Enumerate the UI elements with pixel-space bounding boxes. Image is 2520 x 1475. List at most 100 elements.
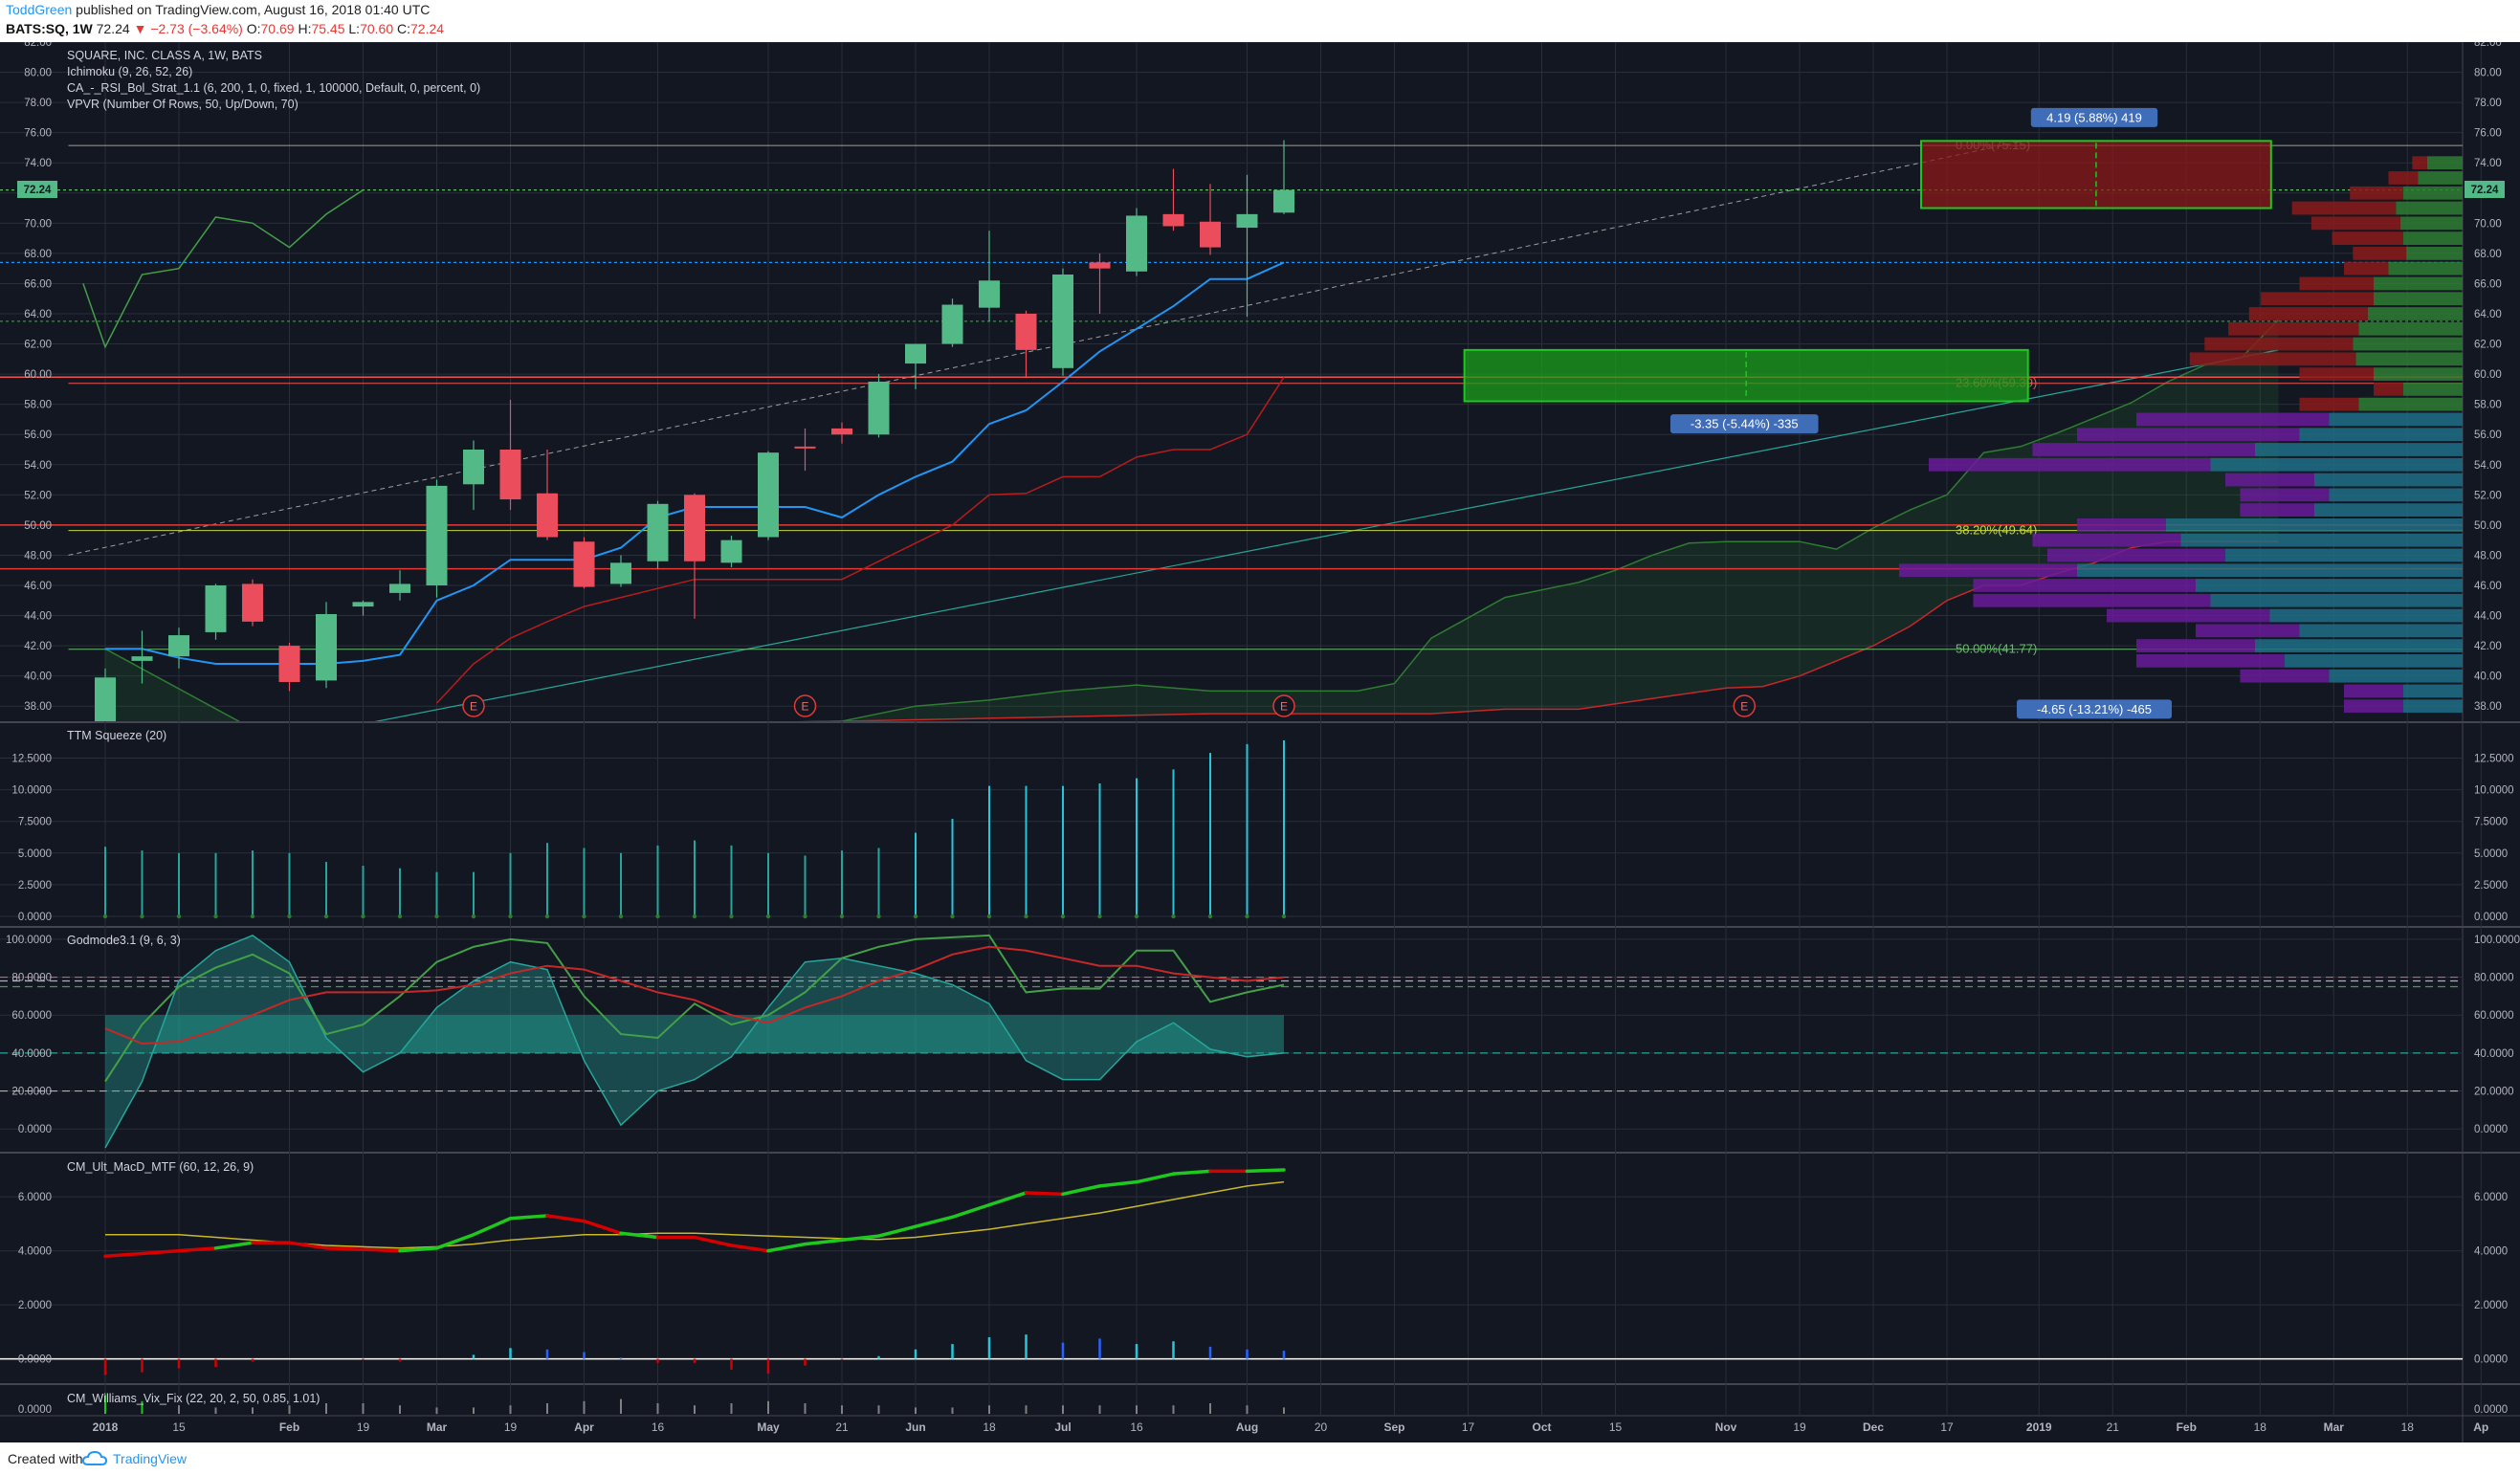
vpvr-down-volume [1973, 579, 2196, 592]
footer-brand-link[interactable]: TradingView [113, 1451, 188, 1466]
williams-vix-fix-pane[interactable] [104, 1395, 1285, 1414]
vpvr-up-volume [2374, 276, 2463, 291]
author-link[interactable]: ToddGreen [6, 2, 73, 17]
candle-body [1200, 221, 1221, 248]
candle-body [720, 539, 742, 563]
godmode-pane[interactable] [0, 934, 2463, 1149]
time-tick-label: 2018 [93, 1420, 119, 1434]
price-tick-label-left: 48.00 [24, 550, 52, 561]
price-tick-label-left: 42.00 [24, 641, 52, 652]
candle-body [205, 585, 227, 632]
publish-line: ToddGreen published on TradingView.com, … [6, 2, 430, 17]
godmode-fast-line [104, 934, 1285, 1083]
vpvr-down-volume [2228, 321, 2359, 336]
ttm-squeeze-pane[interactable] [102, 739, 1287, 919]
vpvr-down-volume [2077, 518, 2166, 532]
vpvr-down-volume [2136, 639, 2255, 652]
candle-body [1015, 314, 1037, 350]
close-value: 72.24 [410, 21, 445, 36]
ttm-squeeze-dot [287, 914, 292, 919]
senkou-span-a-line [104, 319, 2280, 721]
vpvr-down-volume [2225, 473, 2314, 487]
macd-line-segment [1245, 1168, 1286, 1174]
price-tag-right: 72.24 [2471, 185, 2499, 196]
vpvr-down-volume [2032, 443, 2255, 456]
time-tick-label: 17 [1462, 1420, 1475, 1434]
time-tick-label: 15 [172, 1420, 186, 1434]
vpvr-down-volume [2240, 669, 2330, 683]
vpvr-up-volume [2166, 518, 2463, 532]
macd-line-segment [1024, 1191, 1065, 1197]
vpvr-down-volume [2310, 216, 2400, 231]
price-tick-label: 70.00 [2474, 218, 2502, 230]
time-tick-label: Jul [1054, 1420, 1071, 1434]
macd-line-segment [324, 1246, 365, 1251]
main-pane[interactable]: 0.00%(75.15)23.60%(59.39)38.20%(49.64)50… [0, 107, 2463, 782]
price-tick-label: 80.0000 [2474, 973, 2514, 984]
candle-body [499, 450, 521, 500]
price-tick-label: 44.00 [2474, 611, 2502, 623]
ttm-squeeze-dot [765, 914, 771, 919]
macd-line-segment [177, 1246, 218, 1253]
legend-ichimoku: Ichimoku (9, 26, 52, 26) [67, 65, 192, 78]
time-tick-label: Jun [905, 1420, 925, 1434]
ttm-squeeze-dot [213, 914, 218, 919]
price-tick-label: 78.00 [2474, 98, 2502, 109]
time-tick-label: Nov [1715, 1420, 1737, 1434]
vpvr-down-volume [2332, 231, 2403, 245]
earnings-marker-label: E [801, 700, 808, 714]
price-tick-label-left: 12.5000 [11, 753, 52, 764]
ttm-squeeze-dot [1207, 914, 1213, 919]
price-tick-label: 12.5000 [2474, 753, 2514, 764]
price-tick-label-left: 80.0000 [11, 973, 52, 984]
price-tick-label-left: 60.00 [24, 369, 52, 381]
ttm-squeeze-dot [1060, 914, 1066, 919]
candle-body [1236, 213, 1258, 229]
vpvr-down-volume [2344, 699, 2403, 714]
low-value: 70.60 [360, 21, 394, 36]
candle-body [242, 583, 263, 622]
price-tick-label: 56.00 [2474, 429, 2502, 441]
time-tick-label: 19 [357, 1420, 370, 1434]
vpvr-up-volume [2210, 457, 2463, 472]
macd-line-segment [987, 1191, 1028, 1207]
ttm-squeeze-dot [986, 914, 992, 919]
vpvr-down-volume [2344, 684, 2403, 698]
last-price: 72.24 [96, 21, 130, 36]
vpvr-up-volume [2396, 201, 2463, 215]
ttm-squeeze-dot [434, 914, 439, 919]
williams-vix-fix-title: CM_Williams_Vix_Fix (22, 20, 2, 50, 0.85… [67, 1392, 320, 1405]
price-tick-label-left: 2.5000 [18, 880, 52, 892]
chikou-span-line [82, 188, 364, 349]
ttm-squeeze-dot [140, 914, 144, 919]
price-tick-label: 6.0000 [2474, 1192, 2508, 1203]
vpvr-up-volume [2255, 443, 2463, 456]
price-tick-label-left: 2.0000 [18, 1300, 52, 1311]
short-position-label-bg [2030, 107, 2158, 127]
price-tick-label-left: 50.00 [24, 520, 52, 532]
candle-body [316, 613, 337, 681]
high-label: H: [298, 21, 312, 36]
bollinger-line [374, 349, 2279, 721]
vpvr-down-volume [2136, 654, 2285, 668]
ttm-squeeze-dot [544, 914, 550, 919]
macd-line-segment [1097, 1179, 1138, 1188]
time-tick-label: 15 [1609, 1420, 1623, 1434]
vpvr-down-volume [2107, 608, 2270, 623]
price-tick-label-left: 56.00 [24, 429, 52, 441]
price-tick-label-left: 0.0000 [18, 912, 52, 923]
position-stats-label-bg [2017, 699, 2172, 719]
price-tick-label: 60.00 [2474, 369, 2502, 381]
high-value: 75.45 [311, 21, 345, 36]
vpvr-up-volume [2285, 654, 2463, 668]
price-tag-right-bg [2465, 180, 2505, 198]
legend-rsi-bol: CA_-_RSI_Bol_Strat_1.1 (6, 200, 1, 0, fi… [67, 81, 480, 95]
candle-body [1089, 262, 1111, 269]
candle-body [168, 635, 189, 657]
price-tick-label-left: 40.0000 [11, 1048, 52, 1060]
ttm-squeeze-dot [1245, 914, 1249, 919]
footer: Created with TradingView [0, 1442, 2520, 1475]
macd-pane[interactable] [0, 1168, 2463, 1376]
price-tick-label-left: 20.0000 [11, 1087, 52, 1098]
chart-canvas[interactable]: 0.00%(75.15)23.60%(59.39)38.20%(49.64)50… [0, 42, 2520, 1442]
